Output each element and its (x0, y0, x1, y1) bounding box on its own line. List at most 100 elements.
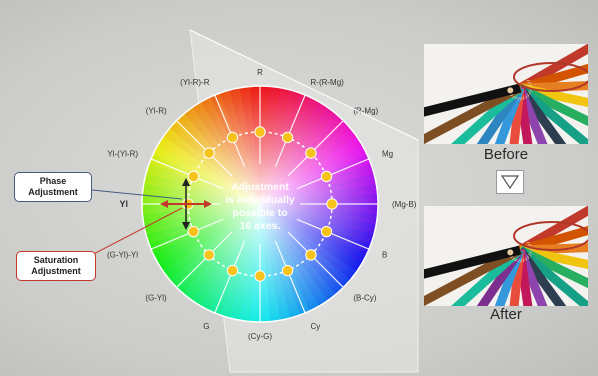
axis-marker (254, 126, 266, 138)
pencil (515, 87, 533, 144)
pencil (494, 248, 525, 306)
axis-marker (203, 147, 215, 159)
axis-spoke (296, 158, 370, 190)
pencil (515, 248, 548, 306)
axis-label: Mg (382, 149, 393, 158)
axis-marker (203, 249, 215, 261)
axis-spoke (287, 231, 344, 288)
axis-label: (Yl-R) (146, 107, 167, 116)
axis-marker (187, 225, 200, 238)
pencil (519, 245, 588, 270)
axis-marker (187, 170, 200, 183)
axis-label: (Yl-R)-R (180, 78, 210, 87)
pencil (518, 245, 588, 289)
axis-label: Yl-(Yl-R) (107, 149, 138, 158)
down-triangle-icon (496, 170, 524, 194)
axis-marker (305, 249, 317, 261)
axis-label: (G-Yl) (145, 293, 167, 302)
pencil (517, 206, 588, 254)
axis-marker (281, 131, 294, 144)
pencil (494, 86, 525, 144)
sat-callout-line-1: Saturation (33, 255, 79, 265)
pencil (517, 84, 588, 144)
axis-spoke (296, 218, 370, 250)
axis-spoke (214, 94, 246, 168)
pencil (517, 44, 588, 92)
axis-marker (305, 147, 317, 159)
axis-marker (320, 170, 333, 183)
axis-spoke (176, 120, 233, 177)
before-caption: Before (483, 146, 529, 163)
axis-spoke (274, 94, 306, 168)
center-line-4: 16 axes. (240, 220, 281, 232)
pencil (451, 246, 524, 306)
pencil (476, 247, 524, 306)
phase-callout-line-2: Adjustment (28, 187, 78, 197)
pencil (516, 247, 567, 306)
pencil-tip (507, 87, 514, 94)
pencil (518, 83, 588, 127)
pencil (516, 85, 567, 144)
axis-label: R (257, 68, 263, 77)
axis-marker (320, 225, 333, 238)
axis-spoke (176, 231, 233, 288)
after-caption: After (490, 306, 522, 323)
pencil (515, 86, 548, 144)
highlight-ring-before (513, 62, 588, 92)
axis-label: (B-Cy) (353, 293, 376, 302)
axis-labels: R R-(R-Mg) (R-Mg) Mg (Mg-B) B (B-Cy) Cy (Cy-G) G (… (107, 68, 417, 341)
axis-spoke (287, 120, 344, 177)
pencils-after-image (424, 206, 588, 306)
axis-label: (R-Mg) (353, 107, 378, 116)
pencil (509, 87, 525, 144)
pencil (519, 83, 588, 108)
axis-label: (Cy-G) (248, 332, 272, 341)
pencil (424, 245, 522, 279)
axis-label: (Mg-B) (392, 200, 417, 209)
saturation-adjustment-callout: Saturation Adjustment (16, 251, 96, 281)
pencil (424, 84, 523, 144)
phase-adjustment-callout: Phase Adjustment (14, 172, 92, 202)
axis-marker (226, 131, 239, 144)
axis-marker (226, 264, 239, 277)
pencil (451, 84, 524, 144)
axis-spoke (150, 158, 224, 190)
axis-marker (254, 270, 266, 282)
axis-spokes (141, 85, 379, 323)
pencil-tip (507, 249, 514, 256)
axis-spoke (150, 218, 224, 250)
axis-label: (G-Yl)-Yl (107, 251, 138, 260)
pencil (517, 246, 588, 306)
center-line-2: is individually (225, 194, 295, 206)
axis-markers (182, 126, 338, 282)
center-line-3: possible to (232, 207, 287, 219)
pencil (518, 63, 588, 93)
axis-label: G (203, 322, 209, 331)
axis-label: R-(R-Mg) (311, 78, 345, 87)
center-caption: Adjustment is individually possible to 1… (225, 181, 295, 232)
after-photo (424, 206, 588, 306)
axis-label: B (382, 251, 387, 260)
axis-spoke (274, 240, 306, 314)
axis-label: Yl (119, 199, 128, 209)
pencil (424, 83, 522, 117)
pencil (509, 249, 525, 306)
pencil (476, 85, 524, 144)
phase-callout-line-1: Phase (39, 176, 67, 186)
wheel-outline (141, 85, 379, 323)
pencils-before-image (424, 44, 588, 144)
axis-label: Cy (311, 322, 321, 331)
pencil (515, 249, 533, 306)
sat-callout-line-2: Adjustment (31, 266, 81, 276)
axis-marker (281, 264, 294, 277)
saturation-arrow (85, 200, 212, 259)
center-line-1: Adjustment (231, 181, 289, 193)
panel-edge (189, 29, 419, 141)
pencil (424, 246, 523, 306)
highlight-ring-after (513, 221, 588, 251)
before-photo (424, 44, 588, 144)
axis-spoke (214, 240, 246, 314)
pencil (518, 225, 588, 255)
